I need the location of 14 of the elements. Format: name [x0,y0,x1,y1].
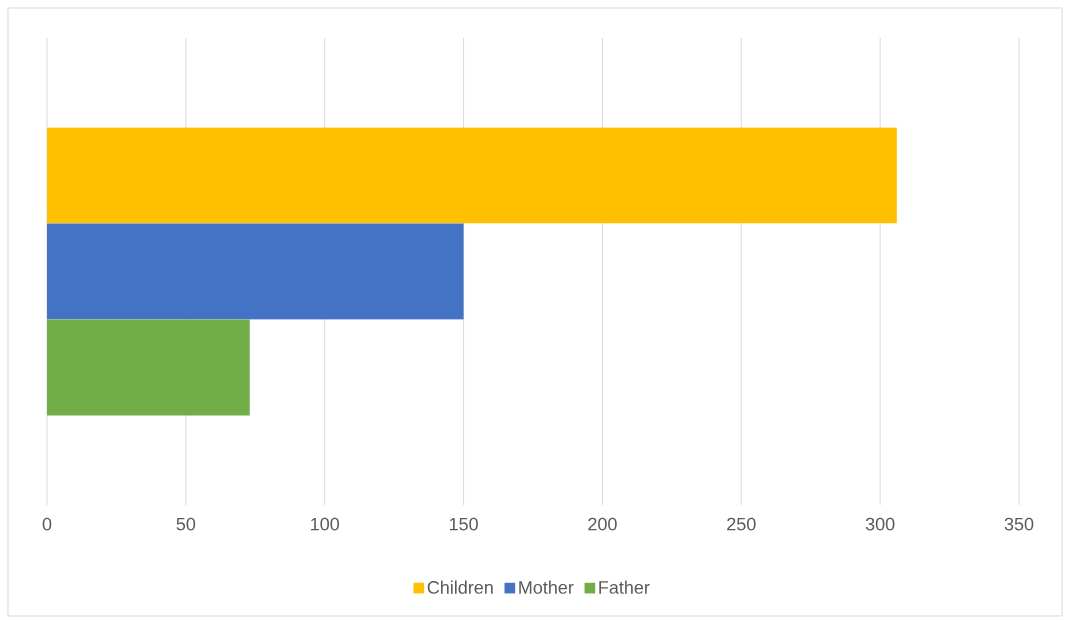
legend-label: Father [599,580,650,594]
x-tick-label: 250 [727,517,756,531]
legend-label: Children [427,580,493,594]
bar [47,127,897,224]
legend-label: Mother [519,580,574,594]
x-tick-label: 200 [588,517,617,531]
bar [47,319,250,416]
x-tick-label: 300 [865,517,895,531]
bar [47,223,464,320]
x-tick-label: 50 [176,517,196,531]
x-tick-label: 100 [311,517,340,531]
x-tick-label: 150 [449,517,478,531]
x-tick-label: 0 [42,517,52,531]
x-tick-label: 350 [1004,517,1034,531]
